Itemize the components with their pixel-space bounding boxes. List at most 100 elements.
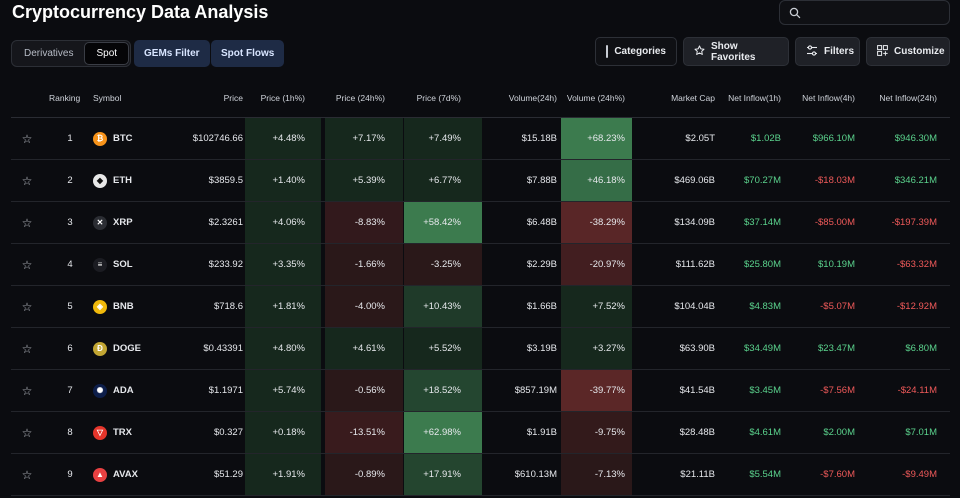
net-inflow-24h-value: $6.80M <box>905 343 937 354</box>
show-favorites-button[interactable]: Show Favorites <box>683 37 789 66</box>
gems-filter-button[interactable]: GEMs Filter <box>134 40 210 67</box>
table-row[interactable]: ☆ 9 ▲ AVAX $51.29 +1.91% -0.89% +17.91% $610.13M… <box>11 454 950 496</box>
rank-value: 1 <box>67 133 73 144</box>
symbol-cell[interactable]: ✺ ADA <box>93 370 165 411</box>
pct-cell-shade <box>561 244 632 285</box>
net-inflow-4h-value: -$85.00M <box>814 217 855 228</box>
net-inflow-4h-value: $10.19M <box>818 259 855 270</box>
table-row[interactable]: ☆ 6 Ð DOGE $0.43391 +4.80% +4.61% +5.52% $3.19B +… <box>11 328 950 370</box>
header-price-1h[interactable]: Price (1h%) <box>260 92 305 103</box>
cardano-icon: ✺ <box>93 383 107 398</box>
volume-pct-value: +68.23% <box>587 133 625 144</box>
net-inflow-24h-value: -$9.49M <box>902 469 937 480</box>
table-header: Ranking Symbol Price Price (1h%) Price (… <box>11 78 950 118</box>
tab-derivatives[interactable]: Derivatives <box>24 48 74 59</box>
pct-cell-shade <box>245 454 321 495</box>
header-price[interactable]: Price <box>223 92 243 103</box>
favorite-star-icon[interactable]: ☆ <box>21 173 33 188</box>
filters-button[interactable]: Filters <box>795 37 860 66</box>
volume-value: $6.48B <box>526 217 557 228</box>
table-row[interactable]: ☆ 8 ▽ TRX $0.327 +0.18% -13.51% +62.98% $1.91B -9… <box>11 412 950 454</box>
market-cap-value: $28.48B <box>679 427 715 438</box>
favorite-star-icon[interactable]: ☆ <box>21 425 33 440</box>
symbol-cell[interactable]: ₿ BTC <box>93 118 165 159</box>
categories-button[interactable]: Categories <box>595 37 677 66</box>
price-value: $1.1971 <box>208 385 243 396</box>
volume-value: $610.13M <box>514 469 557 480</box>
header-ranking[interactable]: Ranking <box>49 92 81 103</box>
table-row[interactable]: ☆ 5 ◈ BNB $718.6 +1.81% -4.00% +10.43% $1.66B +7.… <box>11 286 950 328</box>
pct-cell-shade <box>325 244 403 285</box>
price-1h-value: +4.48% <box>272 133 306 144</box>
price-value: $718.6 <box>213 301 243 312</box>
customize-grid-icon <box>877 44 888 59</box>
price-24h-value: -13.51% <box>349 427 385 438</box>
header-volume-24h-pct[interactable]: Volume (24h%) <box>566 92 625 103</box>
price-7d-value: +10.43% <box>423 301 461 312</box>
header-volume-24h[interactable]: Volume(24h) <box>508 92 557 103</box>
net-inflow-24h-value: -$24.11M <box>897 385 937 396</box>
table-row[interactable]: ☆ 4 ≡ SOL $233.92 +3.35% -1.66% -3.25% $2.29B -20… <box>11 244 950 286</box>
rank-value: 4 <box>67 259 73 270</box>
header-net-inflow-24h[interactable]: Net Inflow(24h) <box>879 92 937 103</box>
pct-cell-shade <box>561 286 632 327</box>
net-inflow-1h-value: $37.14M <box>744 217 781 228</box>
price-1h-value: +4.06% <box>272 217 306 228</box>
pct-cell-shade <box>245 328 321 369</box>
customize-button[interactable]: Customize <box>866 37 950 66</box>
header-symbol[interactable]: Symbol <box>93 92 122 103</box>
rank-value: 3 <box>67 217 73 228</box>
header-net-inflow-4h[interactable]: Net Inflow(4h) <box>802 92 855 103</box>
search-icon <box>789 6 801 24</box>
price-1h-value: +5.74% <box>272 385 306 396</box>
table-row[interactable]: ☆ 7 ✺ ADA $1.1971 +5.74% -0.56% +18.52% $857.19M… <box>11 370 950 412</box>
header-net-inflow-1h[interactable]: Net Inflow(1h) <box>728 92 781 103</box>
price-7d-value: -3.25% <box>430 259 461 270</box>
volume-value: $1.91B <box>526 427 557 438</box>
favorite-star-icon[interactable]: ☆ <box>21 383 33 398</box>
symbol-cell[interactable]: ≡ SOL <box>93 244 165 285</box>
favorite-star-icon[interactable]: ☆ <box>21 341 33 356</box>
header-price-24h[interactable]: Price (24h%) <box>335 92 385 103</box>
price-value: $51.29 <box>213 469 243 480</box>
volume-value: $3.19B <box>526 343 557 354</box>
pct-cell-shade <box>245 118 321 159</box>
price-1h-value: +1.81% <box>272 301 306 312</box>
pct-cell-shade <box>245 412 321 453</box>
pct-cell-shade <box>245 370 321 411</box>
symbol-cell[interactable]: ◆ ETH <box>93 160 165 201</box>
search-input[interactable] <box>779 0 950 25</box>
favorite-star-icon[interactable]: ☆ <box>21 467 33 482</box>
volume-pct-value: +3.27% <box>592 343 626 354</box>
pct-cell-shade <box>404 412 482 453</box>
table-row[interactable]: ☆ 3 ✕ XRP $2.3261 +4.06% -8.83% +58.42% $6.48B -3… <box>11 202 950 244</box>
symbol-cell[interactable]: ✕ XRP <box>93 202 165 243</box>
rank-value: 8 <box>67 427 73 438</box>
pct-cell-shade <box>404 370 482 411</box>
net-inflow-24h-value: $346.21M <box>894 175 937 186</box>
pct-cell-shade <box>245 160 321 201</box>
favorite-star-icon[interactable]: ☆ <box>21 299 33 314</box>
symbol-cell[interactable]: Ð DOGE <box>93 328 165 369</box>
header-price-7d[interactable]: Price (7d%) <box>416 92 461 103</box>
symbol-cell[interactable]: ▲ AVAX <box>93 454 165 495</box>
header-market-cap[interactable]: Market Cap <box>671 92 715 103</box>
volume-pct-value: -38.29% <box>589 217 625 228</box>
price-value: $0.43391 <box>203 343 243 354</box>
symbol-cell[interactable]: ▽ TRX <box>93 412 165 453</box>
table-row[interactable]: ☆ 1 ₿ BTC $102746.66 +4.48% +7.17% +7.49% $15.18… <box>11 118 950 160</box>
net-inflow-24h-value: $7.01M <box>905 427 937 438</box>
categories-checkbox[interactable] <box>606 45 609 58</box>
spot-flows-button[interactable]: Spot Flows <box>211 40 285 67</box>
symbol-cell[interactable]: ◈ BNB <box>93 286 165 327</box>
price-7d-value: +18.52% <box>423 385 461 396</box>
favorite-star-icon[interactable]: ☆ <box>21 257 33 272</box>
volume-pct-value: -20.97% <box>589 259 625 270</box>
symbol-name: ADA <box>113 385 134 396</box>
price-1h-value: +1.40% <box>272 175 306 186</box>
table-row[interactable]: ☆ 2 ◆ ETH $3859.5 +1.40% +5.39% +6.77% $7.88B +46… <box>11 160 950 202</box>
tab-spot[interactable]: Spot <box>84 42 130 65</box>
favorite-star-icon[interactable]: ☆ <box>21 215 33 230</box>
favorite-star-icon[interactable]: ☆ <box>21 131 33 146</box>
price-24h-value: +5.39% <box>352 175 386 186</box>
